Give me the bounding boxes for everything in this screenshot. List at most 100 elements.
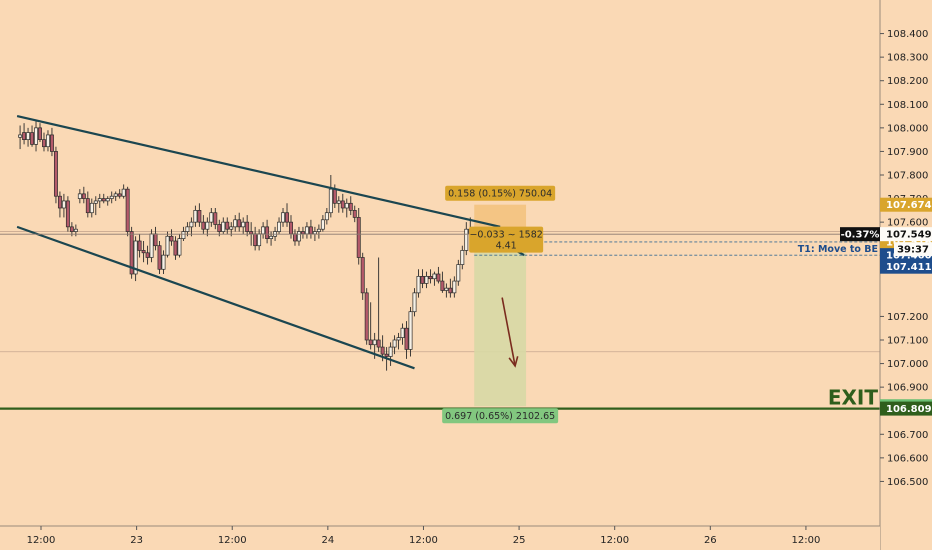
channel-lower-trendline[interactable] bbox=[16, 225, 415, 370]
candle bbox=[61, 193, 66, 218]
candle-body-up bbox=[336, 200, 341, 204]
time-tick-label: 12:00 bbox=[27, 535, 56, 546]
candle-body-up bbox=[316, 228, 321, 232]
time-axis-background bbox=[0, 526, 880, 550]
annotations[interactable]: EXIT T1: Move to BE 0.158 (0.15%) 750.04 0.… bbox=[0, 185, 880, 424]
current-price-label: 107.549 bbox=[886, 230, 932, 241]
price-tick-label: 108.400 bbox=[887, 29, 928, 40]
candle-body-up bbox=[149, 233, 154, 258]
candle-body-down bbox=[50, 134, 54, 152]
price-tick-label: 107.200 bbox=[887, 312, 928, 323]
candle bbox=[42, 132, 46, 152]
candle bbox=[205, 217, 210, 237]
candle-body-down bbox=[249, 231, 254, 235]
candle bbox=[388, 342, 393, 366]
candle bbox=[265, 219, 270, 244]
candle-body-up bbox=[133, 240, 138, 275]
candle bbox=[348, 196, 353, 216]
candle bbox=[432, 271, 437, 286]
price-tick-label: 107.600 bbox=[887, 218, 928, 229]
candle bbox=[320, 215, 325, 232]
candle bbox=[281, 208, 285, 227]
countdown-label: 39:37 bbox=[897, 245, 929, 256]
candle bbox=[368, 302, 373, 350]
candle-body-down bbox=[285, 212, 289, 223]
arrow-head-icon bbox=[508, 356, 519, 368]
position-zones[interactable] bbox=[474, 204, 527, 407]
candle bbox=[452, 276, 457, 298]
candle-body-up bbox=[328, 188, 333, 214]
candle-body-up bbox=[460, 250, 465, 265]
direction-arrow[interactable] bbox=[501, 297, 516, 367]
candle-body-up bbox=[257, 233, 262, 247]
candle-body-up bbox=[209, 212, 214, 223]
candle-body-down bbox=[360, 257, 365, 294]
change-badge bbox=[840, 227, 880, 242]
price-tick-label: 108.200 bbox=[887, 76, 928, 87]
price-tag-label: 106.809 bbox=[886, 404, 932, 415]
candle bbox=[460, 245, 465, 270]
candle bbox=[169, 229, 174, 246]
candle bbox=[408, 307, 413, 357]
candle-body-down bbox=[173, 240, 178, 256]
candle-body-down bbox=[22, 132, 27, 140]
candle-body-down bbox=[293, 233, 297, 242]
candle bbox=[30, 125, 34, 147]
candle-body-down bbox=[65, 200, 70, 228]
candle-body-up bbox=[165, 235, 170, 256]
stop-label: 0.158 (0.15%) 750.04 bbox=[448, 189, 552, 200]
candle bbox=[217, 219, 222, 237]
take-profit-zone[interactable] bbox=[474, 241, 527, 407]
candle-body-up bbox=[372, 339, 377, 346]
candle-body-down bbox=[225, 221, 230, 230]
candle-body-down bbox=[404, 327, 409, 350]
candle-body-up bbox=[396, 337, 401, 341]
time-tick-label: 12:00 bbox=[409, 535, 438, 546]
t1-label: T1: Move to BE bbox=[798, 244, 878, 255]
candle bbox=[444, 283, 449, 298]
exit-label: EXIT bbox=[828, 386, 879, 410]
candle-body-down bbox=[125, 188, 130, 232]
candle-body-up bbox=[241, 221, 246, 228]
candle bbox=[340, 193, 345, 213]
pnl-label: −0.033 ∼ 1582 bbox=[469, 230, 542, 241]
candle bbox=[436, 266, 441, 284]
candle bbox=[201, 215, 206, 234]
time-axis[interactable]: 12:00 23 12:00 24 12:00 25 12:00 26 12:00 bbox=[0, 525, 880, 550]
candle bbox=[117, 189, 122, 199]
candle-body-up bbox=[26, 132, 31, 140]
candle bbox=[336, 196, 341, 213]
price-tick-label: 106.500 bbox=[887, 477, 928, 488]
candle-body-up bbox=[193, 210, 198, 223]
channel-upper-trendline[interactable] bbox=[16, 114, 501, 228]
candle bbox=[89, 198, 94, 218]
candle bbox=[237, 212, 242, 232]
candle-body-up bbox=[312, 231, 317, 235]
candle-body-down bbox=[213, 212, 218, 225]
price-tick-label: 108.100 bbox=[887, 100, 928, 111]
candle-body-up bbox=[277, 221, 281, 232]
candle-body-up bbox=[392, 339, 397, 348]
price-axis[interactable]: 108.400 108.300 108.200 108.100 108.000 107.9… bbox=[840, 0, 932, 550]
candle bbox=[233, 215, 238, 232]
candle-body-up bbox=[18, 134, 23, 138]
candle bbox=[324, 208, 329, 225]
candle bbox=[428, 269, 433, 284]
candle bbox=[448, 278, 453, 298]
candle-body-down bbox=[348, 202, 353, 211]
target-label: 0.697 (0.65%) 2102.65 bbox=[445, 411, 555, 422]
candle-body-up bbox=[121, 188, 126, 197]
candle bbox=[376, 257, 381, 352]
candle bbox=[241, 217, 246, 234]
candle bbox=[109, 191, 114, 204]
candle bbox=[245, 215, 250, 237]
candle-body-up bbox=[269, 235, 274, 239]
candle-body-up bbox=[281, 212, 285, 223]
candle-body-down bbox=[352, 210, 357, 218]
price-tag-label: 107.411 bbox=[886, 262, 932, 273]
candle bbox=[38, 123, 42, 142]
candle bbox=[53, 146, 58, 204]
pnl-sub-label: 4.41 bbox=[496, 241, 517, 252]
